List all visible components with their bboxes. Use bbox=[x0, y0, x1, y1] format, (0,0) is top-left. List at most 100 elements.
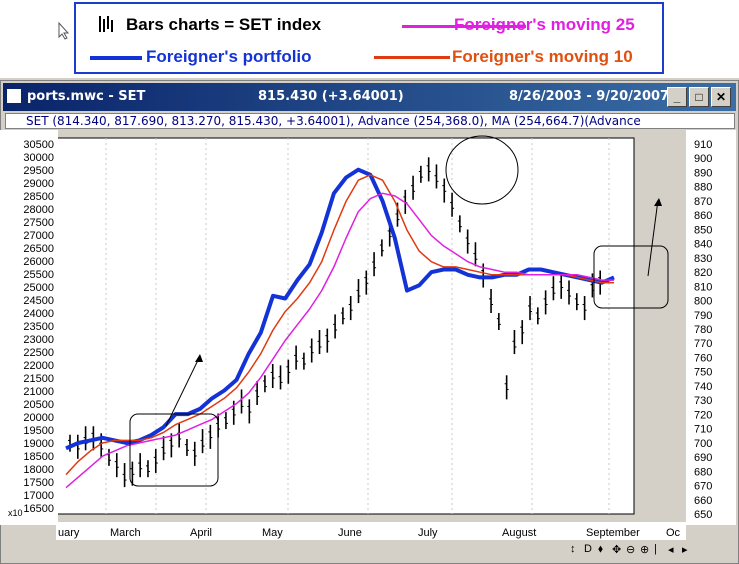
left-tick-label: 24000 bbox=[23, 308, 54, 320]
right-tick-label: 850 bbox=[694, 224, 712, 236]
left-tick-label: 29000 bbox=[23, 178, 54, 190]
left-tick-label: 18500 bbox=[23, 451, 54, 463]
ma25-line bbox=[65, 192, 614, 489]
title-bar[interactable]: ports.mwc - SET 815.430 (+3.64001) 8/26/… bbox=[3, 83, 736, 111]
right-tick-label: 670 bbox=[694, 481, 712, 493]
left-tick-label: 20500 bbox=[23, 399, 54, 411]
axis-multiplier: x10 bbox=[8, 508, 23, 518]
nav-button-8[interactable]: ▸ bbox=[682, 544, 688, 556]
left-tick-label: 22000 bbox=[23, 360, 54, 372]
annotation-circle-peak bbox=[445, 135, 519, 205]
left-tick-label: 28500 bbox=[23, 191, 54, 203]
right-tick-label: 750 bbox=[694, 367, 712, 379]
last-price: 815.430 (+3.64001) bbox=[258, 89, 404, 104]
nav-button-7[interactable]: ◂ bbox=[668, 544, 674, 556]
left-axis: 3050030000295002900028500280002750027000… bbox=[0, 130, 58, 525]
right-tick-label: 740 bbox=[694, 381, 712, 393]
right-tick-label: 900 bbox=[694, 153, 712, 165]
x-tick-label: May bbox=[262, 527, 283, 539]
window-file-title: ports.mwc - SET bbox=[27, 89, 146, 104]
left-tick-label: 23500 bbox=[23, 321, 54, 333]
x-tick-label: March bbox=[110, 527, 141, 539]
price-chart[interactable] bbox=[4, 130, 694, 540]
right-tick-label: 810 bbox=[694, 281, 712, 293]
left-tick-label: 19500 bbox=[23, 425, 54, 437]
right-tick-label: 770 bbox=[694, 338, 712, 350]
nav-button-1[interactable]: D bbox=[584, 543, 592, 555]
annotation-box-march bbox=[129, 413, 219, 487]
left-tick-label: 25500 bbox=[23, 269, 54, 281]
x-tick-label: June bbox=[338, 527, 362, 539]
left-tick-label: 17000 bbox=[23, 490, 54, 502]
right-tick-label: 840 bbox=[694, 239, 712, 251]
ma10-legend-line bbox=[374, 56, 450, 59]
maximize-button[interactable]: □ bbox=[689, 87, 709, 107]
annotation-arrow-september bbox=[647, 199, 659, 277]
left-tick-label: 26500 bbox=[23, 243, 54, 255]
x-tick-label: September bbox=[586, 527, 640, 539]
left-tick-label: 18000 bbox=[23, 464, 54, 476]
mouse-cursor-icon bbox=[58, 21, 70, 45]
right-tick-label: 870 bbox=[694, 196, 712, 208]
left-tick-label: 25000 bbox=[23, 282, 54, 294]
annotation-box-september bbox=[593, 245, 669, 309]
ma10-line bbox=[65, 174, 614, 476]
x-tick-label: August bbox=[502, 527, 536, 539]
nav-button-0[interactable]: ↕ bbox=[570, 543, 576, 555]
left-tick-label: 30500 bbox=[23, 139, 54, 151]
left-tick-label: 23000 bbox=[23, 334, 54, 346]
annotation-arrow-march bbox=[165, 355, 201, 427]
x-tick-label: July bbox=[418, 527, 438, 539]
portfolio-legend-label: Foreigner's portfolio bbox=[146, 47, 312, 66]
bars-legend-icon bbox=[98, 14, 114, 39]
close-button[interactable]: ✕ bbox=[711, 87, 731, 107]
bottom-toolbar: ↕ D ⬧ ✥ ⊖ ⊕ | ◂ ▸ bbox=[4, 540, 734, 560]
right-tick-label: 910 bbox=[694, 139, 712, 151]
right-tick-label: 760 bbox=[694, 352, 712, 364]
right-tick-label: 690 bbox=[694, 452, 712, 464]
left-tick-label: 21000 bbox=[23, 386, 54, 398]
x-tick-label: uary bbox=[58, 527, 80, 539]
left-tick-label: 26000 bbox=[23, 256, 54, 268]
right-tick-label: 800 bbox=[694, 296, 712, 308]
minimize-button[interactable]: _ bbox=[667, 87, 687, 107]
left-tick-label: 24500 bbox=[23, 295, 54, 307]
right-tick-label: 660 bbox=[694, 495, 712, 507]
right-tick-label: 820 bbox=[694, 267, 712, 279]
right-tick-label: 710 bbox=[694, 424, 712, 436]
right-tick-label: 830 bbox=[694, 253, 712, 265]
right-tick-label: 650 bbox=[694, 509, 712, 521]
plot-area bbox=[55, 137, 635, 515]
left-tick-label: 27000 bbox=[23, 230, 54, 242]
indicator-info-text: SET (814.340, 817.690, 813.270, 815.430,… bbox=[26, 114, 641, 128]
left-tick-label: 20000 bbox=[23, 412, 54, 424]
nav-button-5[interactable]: ⊕ bbox=[640, 544, 650, 556]
left-tick-label: 29500 bbox=[23, 165, 54, 177]
portfolio-legend-line bbox=[90, 56, 142, 60]
right-tick-label: 880 bbox=[694, 182, 712, 194]
right-axis-bg bbox=[686, 130, 736, 525]
nav-button-2[interactable]: ⬧ bbox=[598, 543, 603, 555]
x-axis-bg bbox=[56, 522, 686, 542]
nav-button-4[interactable]: ⊖ bbox=[626, 544, 636, 556]
ma25-legend-label: Foreigner's moving 25 bbox=[454, 15, 635, 34]
left-tick-label: 21500 bbox=[23, 373, 54, 385]
left-tick-label: 16500 bbox=[23, 503, 54, 515]
bars-legend-label: Bars charts = SET index bbox=[126, 15, 322, 34]
x-axis: uary March April May June July August September… bbox=[56, 522, 686, 542]
nav-button-3[interactable]: ✥ bbox=[612, 544, 622, 556]
nav-button-6[interactable]: | bbox=[654, 543, 657, 555]
legend-box: Bars charts = SET index Foreigner's movi… bbox=[74, 2, 664, 74]
left-tick-label: 17500 bbox=[23, 477, 54, 489]
left-tick-label: 19000 bbox=[23, 438, 54, 450]
arrowhead-march bbox=[195, 354, 203, 362]
right-tick-label: 680 bbox=[694, 466, 712, 478]
left-tick-label: 30000 bbox=[23, 152, 54, 164]
right-tick-label: 890 bbox=[694, 167, 712, 179]
left-tick-label: 22500 bbox=[23, 347, 54, 359]
x-tick-label: April bbox=[190, 527, 212, 539]
ma10-legend-label: Foreigner's moving 10 bbox=[452, 47, 633, 66]
indicator-info-bar: SET (814.340, 817.690, 813.270, 815.430,… bbox=[5, 113, 735, 129]
arrowhead-september bbox=[654, 198, 662, 206]
right-tick-label: 860 bbox=[694, 210, 712, 222]
